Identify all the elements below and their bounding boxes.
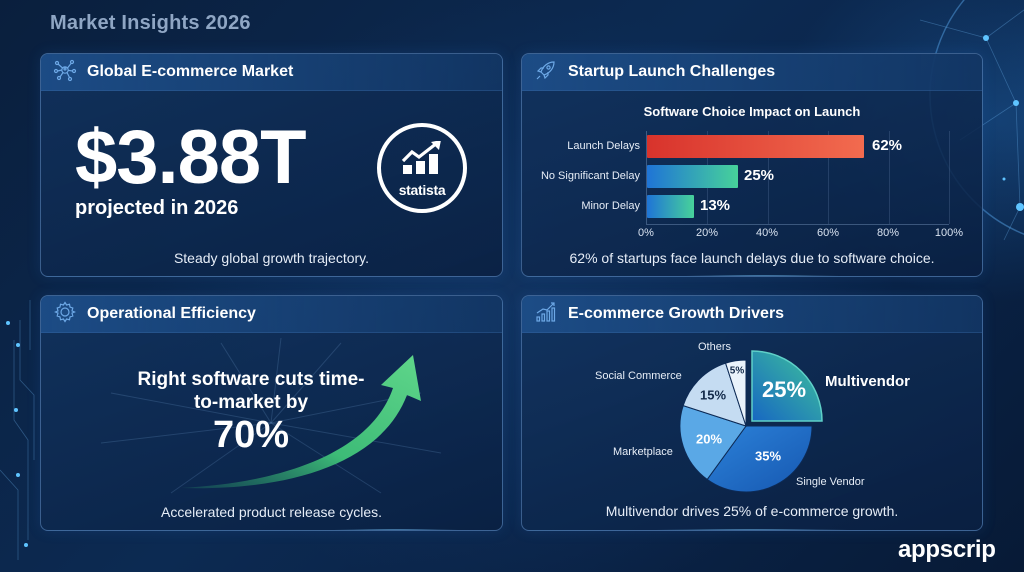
card-footer-text: Steady global growth trajectory. [173, 250, 370, 266]
pie-slice-multivendor [751, 350, 823, 422]
ops-highlight-value: 70% [212, 414, 290, 456]
bar-value-label: 62% [872, 137, 903, 154]
bar-minor-delay: 13% [647, 195, 730, 218]
bar-category-label: Minor Delay [581, 200, 640, 212]
card-title: Operational Efficiency [87, 305, 256, 322]
card-title: Startup Launch Challenges [568, 63, 776, 80]
card-header: Operational Efficiency [41, 296, 502, 333]
pie-value-others: 5% [729, 365, 745, 377]
pie-value-multivendor: 25% [761, 377, 807, 402]
growth-arrow-graphic [100, 337, 442, 494]
card-header: Global E-commerce Market [41, 54, 502, 91]
network-icon [53, 58, 77, 87]
card-operational-efficiency: Operational Efficiency Right software cu… [40, 295, 503, 531]
bar-value-label: 13% [700, 197, 731, 214]
pie-slice-single-vendor [706, 425, 813, 493]
gear-icon [53, 300, 77, 329]
bar-launch-delays: 62% [647, 135, 902, 158]
page-title: Market Insights 2026 [50, 12, 251, 34]
market-value: $3.88T [75, 115, 307, 200]
pie-label-single-vendor: Single Vendor [796, 476, 865, 488]
x-axis-tick: 60% [816, 227, 840, 239]
pie-label-multivendor: Multivendor [825, 373, 910, 390]
pie-chart [679, 350, 823, 493]
x-axis-tick: 40% [755, 227, 779, 239]
bar-growth-icon [534, 300, 558, 329]
chart-title: Software Choice Impact on Launch [643, 104, 861, 119]
statista-label: statista [398, 182, 446, 198]
card-footer-text: 62% of startups face launch delays due t… [569, 250, 935, 266]
card-header: E-commerce Growth Drivers [522, 296, 982, 333]
x-axis-tick: 80% [876, 227, 900, 239]
brand-logo: appscrip [898, 536, 996, 563]
bar-no-significant-delay: 25% [647, 165, 774, 188]
bar-category-label: Launch Delays [567, 140, 640, 152]
card-ecommerce-growth-drivers: E-commerce Growth Drivers Others Social … [521, 295, 983, 531]
card-global-ecommerce-market: Global E-commerce Market $3.88T projecte… [40, 53, 503, 277]
pie-slice-marketplace [679, 404, 747, 481]
card-header: Startup Launch Challenges [522, 54, 982, 91]
card-title: Global E-commerce Market [87, 63, 294, 80]
pie-value-single-vendor: 35% [754, 448, 782, 464]
x-axis-tick: 20% [695, 227, 719, 239]
card-title: E-commerce Growth Drivers [568, 305, 785, 322]
card-footer-text: Accelerated product release cycles. [161, 504, 382, 520]
bar-value-label: 25% [744, 167, 775, 184]
x-axis-tick: 100% [934, 227, 964, 239]
bar-category-label: No Significant Delay [540, 170, 640, 182]
pie-label-marketplace: Marketplace [613, 446, 673, 458]
pie-value-marketplace: 20% [695, 431, 723, 447]
pie-label-others: Others [698, 341, 732, 353]
pie-value-social-commerce: 15% [699, 387, 727, 403]
statista-badge: statista [377, 123, 467, 213]
ops-headline: Right software cuts time-to-market by [137, 369, 365, 413]
rocket-icon [534, 58, 558, 87]
card-footer-text: Multivendor drives 25% of e-commerce gro… [605, 503, 899, 519]
pie-label-social-commerce: Social Commerce [595, 370, 682, 382]
growth-chart-icon [401, 141, 441, 174]
card-startup-launch-challenges: Startup Launch Challenges Software Choic… [521, 53, 983, 277]
x-axis-tick: 0% [638, 227, 654, 239]
market-value-caption: projected in 2026 [75, 197, 239, 219]
pie-slice-others [724, 359, 747, 427]
bar-chart-plot: 62% 25% 13% [646, 131, 950, 225]
